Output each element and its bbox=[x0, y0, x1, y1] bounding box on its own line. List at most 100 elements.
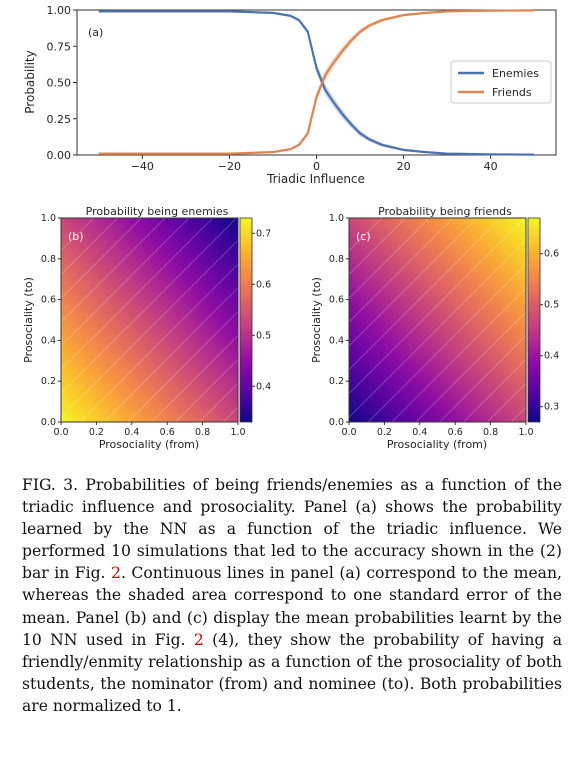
colorbar-tick-label: 0.5 bbox=[544, 300, 559, 311]
contour-line bbox=[151, 335, 238, 422]
panel-b: Probability being enemies (b) 0.40.50.60… bbox=[22, 205, 271, 451]
colorbar-tick-label: 0.6 bbox=[544, 249, 559, 260]
y-tick-label: 0.6 bbox=[329, 295, 344, 306]
contour-line bbox=[349, 218, 430, 299]
y-tick-label: 0.50 bbox=[47, 77, 72, 90]
contour-line bbox=[61, 218, 214, 371]
y-tick-label: 0.2 bbox=[329, 376, 344, 387]
contour-line bbox=[61, 218, 190, 347]
y-tick-label: 0.2 bbox=[41, 376, 56, 387]
contour-line bbox=[61, 218, 237, 395]
series-lines-a bbox=[98, 9, 535, 156]
x-ticks-a: −40 −20 0 20 40 bbox=[131, 155, 498, 173]
contour-lines-c bbox=[349, 218, 526, 422]
colorbar-ticks-c: 0.3 0.4 0.5 0.6 bbox=[540, 249, 559, 413]
colorbar-tick-label: 0.4 bbox=[544, 351, 559, 362]
x-tick-label: 0.8 bbox=[483, 427, 498, 438]
x-tick-label: 1.0 bbox=[518, 427, 533, 438]
y-axis-label-c: Prosociality (to) bbox=[310, 277, 323, 363]
y-tick-label: 0.8 bbox=[329, 254, 344, 265]
colorbar-c bbox=[527, 217, 541, 423]
y-ticks-b: 0.0 0.2 0.4 0.6 0.8 1.0 bbox=[41, 213, 61, 428]
contour-line bbox=[367, 263, 526, 422]
heatmap-frame-b bbox=[60, 217, 239, 423]
contour-line bbox=[463, 358, 526, 422]
colorbar-tick-label: 0.3 bbox=[544, 402, 559, 413]
contour-line bbox=[349, 239, 526, 418]
colorbar-tick-label: 0.6 bbox=[256, 279, 271, 290]
caption-fig-ref-2[interactable]: 2 bbox=[193, 630, 204, 649]
x-tick-label: 0.6 bbox=[160, 427, 175, 438]
x-tick-label: 0.4 bbox=[124, 427, 139, 438]
caption-text-2: . Continuous lines in panel (a) correspo… bbox=[22, 564, 562, 649]
colorbar-tick-label: 0.5 bbox=[256, 330, 271, 341]
panel-label-b: (b) bbox=[68, 230, 84, 243]
panel-a: (a) −40 −20 0 20 40 0.00 0.25 0.50 0.75 1.00 Tri… bbox=[23, 4, 557, 186]
contour-lines-b bbox=[61, 218, 238, 422]
contour-line bbox=[486, 382, 526, 422]
y-tick-label: 0.00 bbox=[47, 149, 72, 162]
panel-label-c: (c) bbox=[356, 230, 371, 243]
x-axis-label-a: Triadic Influence bbox=[266, 172, 365, 186]
y-tick-label: 0.0 bbox=[41, 417, 56, 428]
caption-fig-label: FIG. 3. bbox=[22, 476, 79, 494]
y-axis-label-b: Prosociality (to) bbox=[22, 277, 35, 363]
y-ticks-a: 0.00 0.25 0.50 0.75 1.00 bbox=[47, 4, 77, 162]
figure-3: (a) −40 −20 0 20 40 0.00 0.25 0.50 0.75 1.00 Tri… bbox=[22, 4, 559, 451]
contour-line bbox=[175, 358, 238, 422]
colorbar-b bbox=[239, 217, 253, 423]
x-tick-label: −40 bbox=[131, 160, 154, 173]
contour-line bbox=[61, 218, 142, 299]
contour-line bbox=[127, 311, 238, 422]
x-tick-label: 0.2 bbox=[89, 427, 104, 438]
y-tick-label: 0.4 bbox=[329, 335, 344, 346]
caption-fig-ref-1[interactable]: 2 bbox=[111, 564, 121, 583]
y-tick-label: 0.25 bbox=[47, 113, 72, 126]
legend-label-friends: Friends bbox=[492, 86, 532, 99]
y-tick-label: 1.00 bbox=[47, 4, 72, 17]
x-tick-label: 0.0 bbox=[53, 427, 68, 438]
caption-text-1: Probabilities of being friends/enemies a… bbox=[22, 476, 563, 583]
contour-line bbox=[61, 218, 118, 276]
contour-line bbox=[349, 218, 502, 371]
y-tick-label: 0.8 bbox=[41, 254, 56, 265]
contour-line bbox=[349, 218, 406, 276]
x-tick-label: 0.2 bbox=[377, 427, 392, 438]
y-tick-label: 0.0 bbox=[329, 417, 344, 428]
x-tick-label: 0.4 bbox=[412, 427, 427, 438]
y-tick-label: 0.75 bbox=[47, 40, 72, 53]
contour-line bbox=[349, 218, 454, 323]
y-tick-label: 1.0 bbox=[41, 213, 56, 224]
contour-line bbox=[391, 287, 526, 422]
colorbar-tick-label: 0.4 bbox=[256, 381, 271, 392]
y-tick-label: 0.4 bbox=[41, 335, 56, 346]
x-tick-label: 1.0 bbox=[230, 427, 245, 438]
colorbar-tick-label: 0.7 bbox=[256, 228, 271, 239]
y-axis-label-a: Probability bbox=[23, 50, 37, 113]
x-axis-label-b: Prosociality (from) bbox=[99, 438, 199, 451]
x-tick-label: 0.6 bbox=[448, 427, 463, 438]
x-axis-label-c: Prosociality (from) bbox=[387, 438, 487, 451]
contour-line bbox=[103, 287, 238, 422]
y-tick-label: 0.6 bbox=[41, 295, 56, 306]
y-tick-label: 1.0 bbox=[329, 213, 344, 224]
panel-c: Probability being friends (c) 0.30.40.50… bbox=[310, 205, 559, 451]
contour-line bbox=[198, 382, 238, 422]
x-tick-label: 0.0 bbox=[341, 427, 356, 438]
x-ticks-b: 0.0 0.2 0.4 0.6 0.8 1.0 bbox=[53, 422, 246, 438]
legend-label-enemies: Enemies bbox=[492, 67, 539, 80]
heatmap-title-b: Probability being enemies bbox=[86, 205, 229, 218]
heatmap-frame-c bbox=[348, 217, 527, 423]
x-ticks-c: 0.0 0.2 0.4 0.6 0.8 1.0 bbox=[341, 422, 534, 438]
contour-line bbox=[439, 335, 526, 422]
heatmap-c bbox=[349, 218, 526, 422]
contour-line bbox=[349, 218, 525, 395]
contour-line bbox=[415, 311, 526, 422]
x-tick-label: 0 bbox=[313, 160, 320, 173]
contour-line bbox=[61, 239, 238, 418]
panel-label-a: (a) bbox=[88, 26, 103, 39]
figure-caption: FIG. 3. Probabilities of being friends/e… bbox=[22, 474, 562, 717]
legend-a: Enemies Friends bbox=[450, 60, 552, 104]
series-line-enemies bbox=[98, 10, 535, 156]
contour-line bbox=[349, 218, 478, 347]
